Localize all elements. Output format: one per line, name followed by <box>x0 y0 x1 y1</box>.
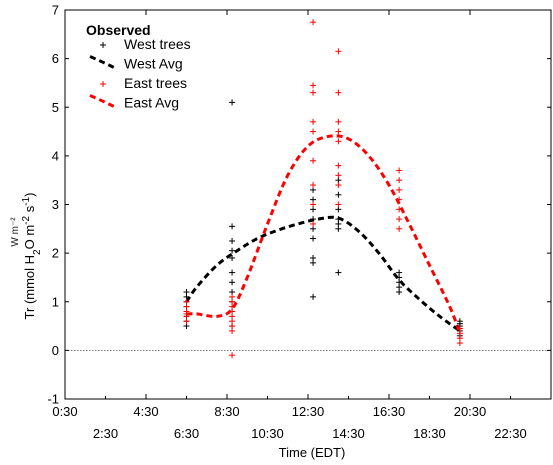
legend-swatch <box>89 94 117 109</box>
data-point <box>310 128 317 135</box>
data-point <box>335 89 342 96</box>
legend-label: West trees <box>124 36 191 52</box>
x-tick-label: 20:30 <box>454 404 487 419</box>
data-point <box>229 254 236 261</box>
x-tick-label: 4:30 <box>133 404 158 419</box>
data-point <box>335 191 342 198</box>
y-tick-label: 2 <box>52 246 59 261</box>
data-point <box>335 269 342 276</box>
data-point <box>183 298 190 305</box>
data-point <box>310 157 317 164</box>
y-tick-label: -1 <box>47 392 59 407</box>
legend: Observed West trees West Avg East trees Eas… <box>86 22 191 111</box>
data-point <box>335 172 342 179</box>
x-tick-label: 16:30 <box>373 404 406 419</box>
data-point <box>335 138 342 145</box>
data-point <box>310 293 317 300</box>
x-tick-label: 22:30 <box>494 426 527 441</box>
y-tick-label: 5 <box>52 100 59 115</box>
data-point <box>396 177 403 184</box>
x-tick-label: 12:30 <box>292 404 325 419</box>
plot-area <box>65 10 551 399</box>
data-marks <box>183 19 463 359</box>
legend-title: Observed <box>86 22 151 38</box>
data-point <box>183 289 190 296</box>
data-point <box>310 19 317 26</box>
axes <box>64 9 552 400</box>
y-tick-label: 0 <box>52 343 59 358</box>
plot-background <box>65 10 551 399</box>
data-point <box>229 293 236 300</box>
legend-item-east-avg: East Avg <box>89 94 179 111</box>
legend-item-west-trees: West trees <box>100 36 191 52</box>
data-point <box>396 269 403 276</box>
x-tick-label: 0:30 <box>52 404 77 419</box>
data-point <box>310 89 317 96</box>
data-point <box>310 82 317 89</box>
x-tick-label: 6:30 <box>174 426 199 441</box>
data-point <box>396 196 403 203</box>
x-tick-label: 8:30 <box>214 404 239 419</box>
data-point <box>396 216 403 223</box>
data-point <box>310 182 317 189</box>
x-tick-label: 2:30 <box>93 426 118 441</box>
data-point <box>310 254 317 261</box>
y-tick-label: 1 <box>52 294 59 309</box>
y-tick-label: 4 <box>52 148 59 163</box>
y-tick-label: 3 <box>52 197 59 212</box>
data-point <box>229 247 236 254</box>
curve-west-avg <box>185 215 461 333</box>
x-tick-label: 14:30 <box>332 426 365 441</box>
data-point <box>335 216 342 223</box>
y-axis-ghost-label: W m⁻² <box>10 217 21 247</box>
data-point <box>310 235 317 242</box>
y-tick-label: 6 <box>52 51 59 66</box>
data-point <box>396 186 403 193</box>
data-point <box>229 99 236 106</box>
data-point <box>229 269 236 276</box>
data-point <box>456 325 463 332</box>
data-point <box>335 162 342 169</box>
data-point <box>396 167 403 174</box>
x-tick-label: 18:30 <box>413 426 446 441</box>
data-point <box>229 237 236 244</box>
legend-label: East Avg <box>124 95 179 111</box>
data-point <box>396 206 403 213</box>
data-point <box>335 128 342 135</box>
legend-label: West Avg <box>124 56 183 72</box>
curve-east-avg <box>186 134 462 334</box>
series-east-trees <box>183 19 463 359</box>
x-axis-label: Time (EDT) <box>279 445 346 460</box>
y-tick-label: 7 <box>52 3 59 18</box>
x-tick-label: 10:30 <box>251 426 284 441</box>
data-point <box>229 279 236 286</box>
data-point <box>229 223 236 230</box>
data-point <box>229 352 236 359</box>
series-east-avg <box>186 134 462 334</box>
tick-labels: -1 0 1 2 3 4 5 6 7 0:30 4:30 8:30 12:30 16:30 20:30 2:3… <box>47 3 526 442</box>
data-point <box>310 201 317 208</box>
legend-label: East trees <box>124 75 187 91</box>
legend-item-west-avg: West Avg <box>89 55 183 72</box>
y-axis-label: Tr (mmol H2O m-2 s-1) <box>21 193 43 320</box>
data-point <box>335 118 342 125</box>
data-point <box>335 201 342 208</box>
series-west-avg <box>185 215 461 333</box>
data-point <box>456 318 463 325</box>
data-point <box>335 182 342 189</box>
legend-swatch <box>89 55 117 70</box>
data-point <box>310 220 317 227</box>
data-point <box>310 118 317 125</box>
data-point <box>335 48 342 55</box>
data-point <box>396 225 403 232</box>
legend-item-east-trees: East trees <box>100 75 187 91</box>
